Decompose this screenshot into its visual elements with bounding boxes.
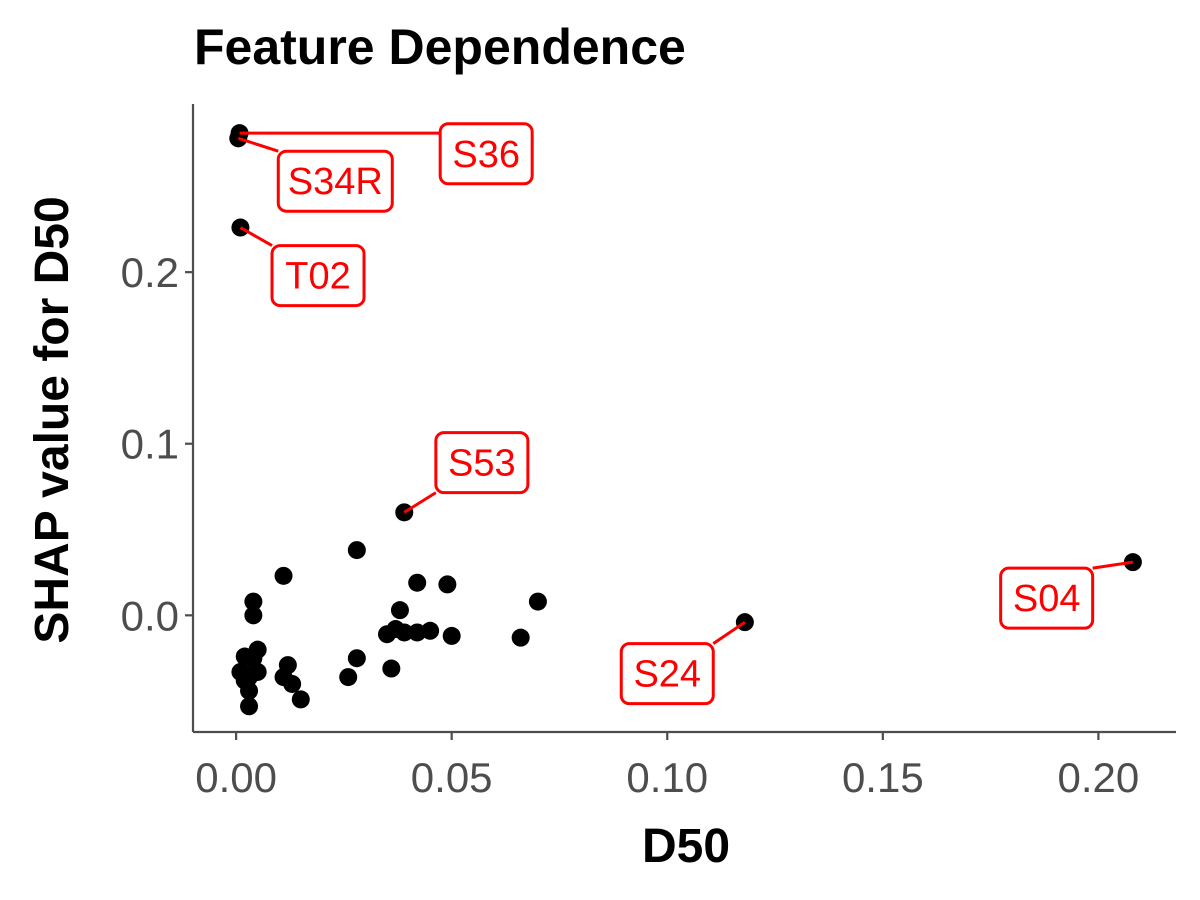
data-point	[528, 592, 547, 611]
data-point	[395, 623, 414, 642]
annotation-s53: S53	[403, 431, 530, 514]
y-tick-label: 0.2	[121, 249, 179, 296]
annotation-s36: S36	[239, 122, 534, 186]
annotation-box	[434, 431, 530, 495]
x-axis-title: D50	[642, 820, 730, 873]
x-tick-label: 0.05	[411, 754, 493, 801]
annotation-leader	[712, 620, 746, 645]
data-point	[382, 659, 401, 678]
data-point	[347, 649, 366, 668]
annotation-leader	[237, 136, 279, 153]
x-tick-label: 0.10	[626, 754, 708, 801]
data-point	[438, 575, 457, 594]
annotation-s04: S04	[999, 560, 1134, 630]
data-point	[339, 668, 358, 687]
annotation-label: T02	[285, 256, 350, 298]
data-point	[421, 621, 440, 640]
annotation-t02: T02	[239, 226, 366, 308]
data-point	[283, 674, 302, 693]
annotation-box	[270, 244, 366, 308]
data-point	[390, 601, 409, 620]
chart-title: Feature Dependence	[194, 19, 686, 75]
data-point	[442, 626, 461, 645]
annotation-s24: S24	[619, 620, 746, 706]
annotation-label: S04	[1013, 578, 1081, 620]
annotation-label: S36	[452, 134, 520, 176]
y-axis-title: SHAP value for D50	[26, 196, 79, 643]
annotation-box	[276, 149, 394, 213]
data-point	[378, 625, 397, 644]
annotation-box	[619, 642, 715, 706]
annotation-label: S24	[633, 654, 701, 696]
annotation-leader	[1092, 560, 1134, 570]
annotation-label: S34R	[288, 161, 383, 203]
x-tick-label: 0.20	[1058, 754, 1140, 801]
annotation-box	[999, 566, 1095, 630]
annotation-leader	[239, 226, 273, 247]
annotation-s34r: S34R	[237, 136, 394, 213]
annotation-leader	[403, 491, 437, 514]
y-tick-label: 0.0	[121, 592, 179, 639]
annotation-label: S53	[448, 443, 516, 485]
data-point	[244, 649, 263, 668]
annotation-box	[438, 122, 534, 186]
data-point	[347, 541, 366, 560]
x-tick-label: 0.15	[842, 754, 924, 801]
data-point	[511, 628, 530, 647]
point-annotations: S36 S34R T02 S53 S24 S04	[237, 122, 1134, 706]
data-point	[291, 690, 310, 709]
data-point	[244, 592, 263, 611]
axis-ticks: 0.00 0.05 0.10 0.15 0.20 0.0 0.1 0.2	[121, 249, 1140, 801]
x-tick-label: 0.00	[195, 754, 277, 801]
y-tick-label: 0.1	[121, 421, 179, 468]
data-point	[244, 606, 263, 625]
data-point	[240, 697, 259, 716]
data-point	[408, 573, 427, 592]
data-point	[240, 681, 259, 700]
data-point	[274, 566, 293, 585]
